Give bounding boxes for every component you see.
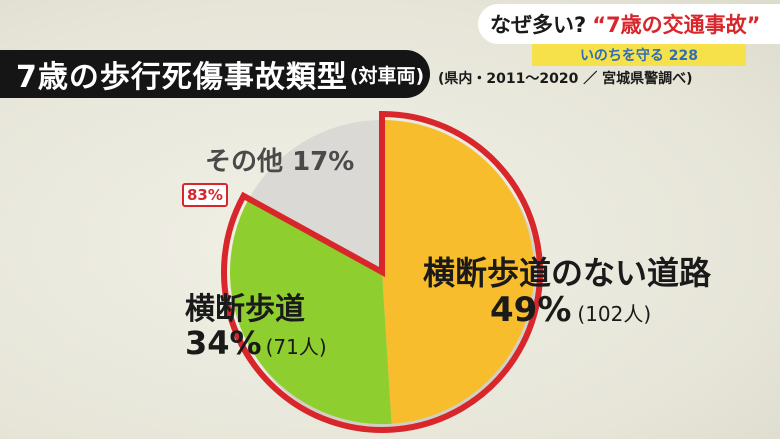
slice-label-other-percent: 17% xyxy=(292,147,355,177)
slice-label-crosswalk-percent: 34% xyxy=(185,324,262,362)
badge-question: なぜ多い? xyxy=(490,13,587,37)
badge-subline: いのちを守る 228 xyxy=(532,44,746,66)
slice-label-crosswalk-value: 34% (71人) xyxy=(185,324,327,362)
chart-title-bar: 7歳の歩行死傷事故類型 (対車両) xyxy=(0,50,430,98)
data-source-note: (県内・2011～2020 ／ 宮城県警調べ) xyxy=(438,71,693,87)
pie-slice-other xyxy=(248,120,382,272)
badge-headline: “7歳の交通事故” xyxy=(592,13,761,37)
pie-highlight-outline xyxy=(221,110,543,433)
pie-slice-no-crosswalk xyxy=(382,119,535,424)
chart-subtitle: (対車両) xyxy=(349,64,425,87)
highlight-total-callout: 83% xyxy=(182,183,228,207)
slice-label-other: その他 17% xyxy=(205,141,354,178)
slice-label-no-crosswalk-percent: 49% xyxy=(490,290,572,330)
slice-label-crosswalk-count: (71人) xyxy=(265,335,327,359)
slice-label-no-crosswalk-value: 49% (102人) xyxy=(490,290,651,330)
slice-label-no-crosswalk-name: 横断歩道のない道路 xyxy=(423,254,712,292)
slice-label-no-crosswalk-count: (102人) xyxy=(577,302,652,326)
slice-label-other-name: その他 xyxy=(205,147,284,177)
slice-label-crosswalk-name: 横断歩道 xyxy=(185,292,305,327)
badge-headline-box: なぜ多い? “7歳の交通事故” xyxy=(478,4,780,44)
chart-title: 7歳の歩行死傷事故類型 xyxy=(16,60,348,95)
news-badge: なぜ多い? “7歳の交通事故” いのちを守る 228 xyxy=(468,0,780,66)
